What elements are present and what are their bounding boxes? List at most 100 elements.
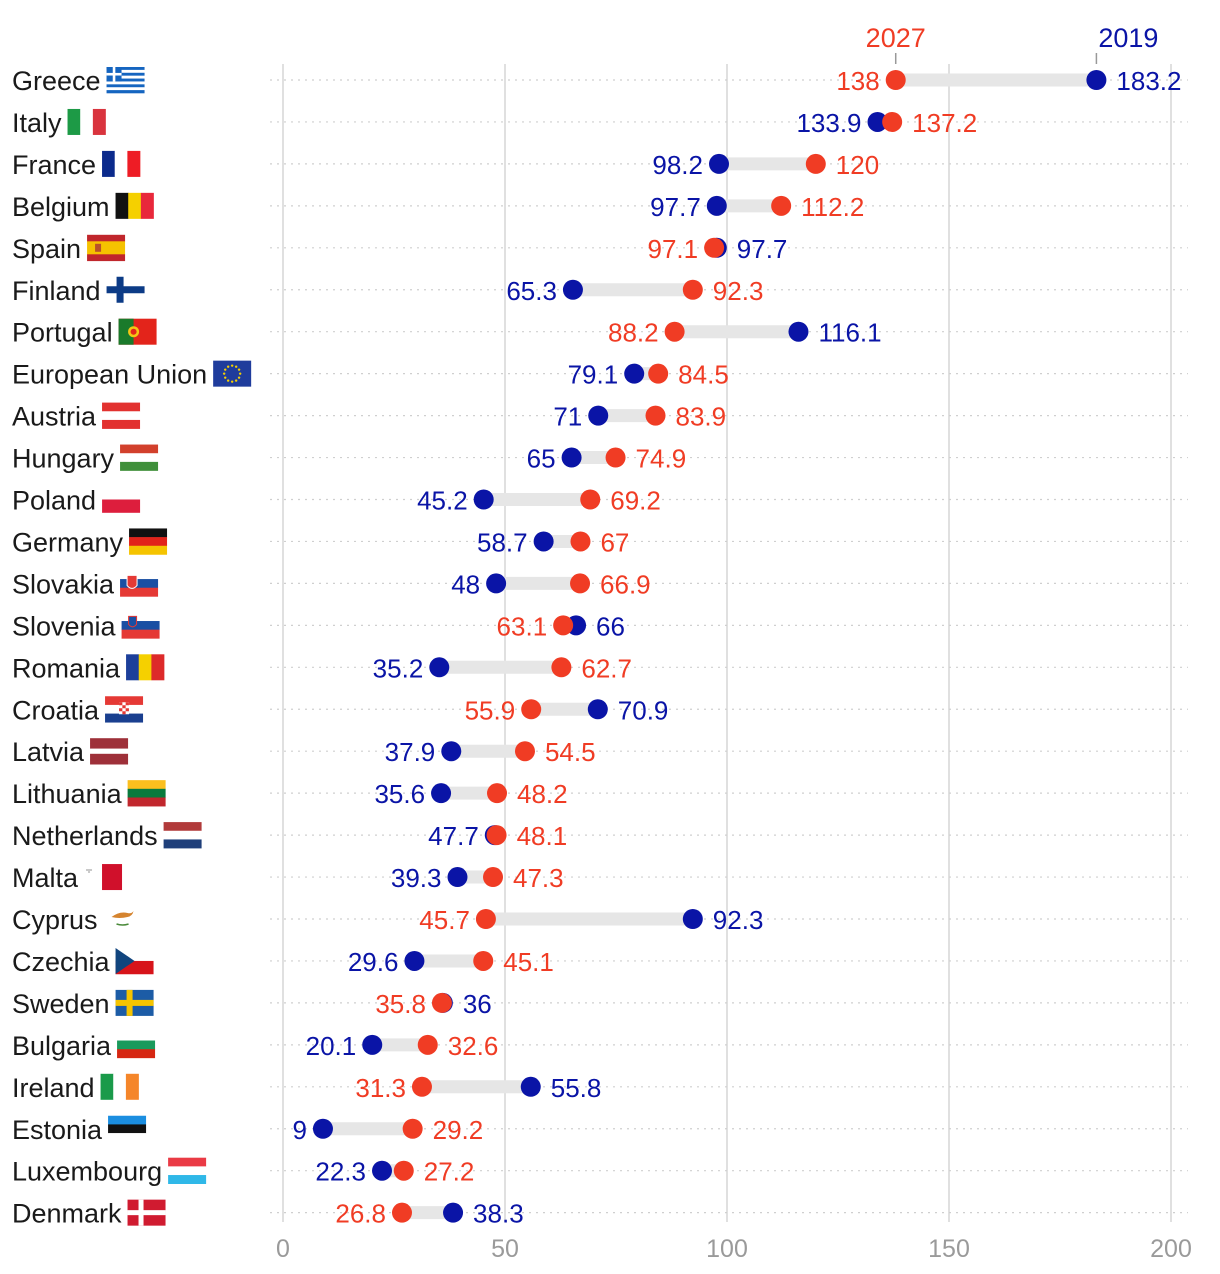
row-european-union: European Union 79.1 84.5 — [12, 360, 729, 390]
flag-part — [115, 999, 154, 1006]
dot-2027 — [648, 363, 669, 384]
country-label: Romania — [12, 653, 121, 683]
row-sweden: Sweden 35.8 36 — [12, 989, 492, 1019]
row-finland: Finland 65.3 92.3 — [12, 276, 763, 306]
lithuania-flag-icon — [127, 780, 166, 807]
row-austria: Austria 71 83.9 — [12, 402, 726, 432]
value-label-2027: 48.2 — [517, 779, 568, 809]
flag-part — [128, 192, 142, 219]
dot-2027 — [486, 825, 507, 846]
dot-2019 — [562, 279, 583, 300]
flag-part — [119, 708, 123, 712]
value-label-2027: 45.1 — [503, 947, 554, 977]
value-label-2019: 97.7 — [650, 192, 701, 222]
czechia-flag-icon — [115, 947, 154, 975]
flag-part — [90, 743, 129, 749]
flag-part — [120, 587, 159, 597]
flag-part — [80, 108, 94, 135]
value-label-2019: 97.7 — [737, 234, 788, 264]
value-label-2027: 32.6 — [448, 1031, 499, 1061]
value-label-2027: 67 — [600, 527, 629, 557]
malta-flag-icon — [84, 864, 123, 891]
dot-2019 — [486, 573, 507, 594]
poland-flag-icon — [102, 486, 141, 513]
x-tick-label: 50 — [491, 1235, 519, 1263]
flag-part — [87, 241, 126, 249]
legend-label-2027: 2027 — [866, 23, 926, 53]
country-label: Finland — [12, 276, 101, 306]
flag-part — [102, 486, 141, 500]
dot-2027 — [483, 867, 504, 888]
dot-2019 — [404, 950, 425, 971]
flag-part — [226, 379, 230, 382]
dot-2027 — [771, 195, 792, 216]
value-label-2019: 58.7 — [477, 527, 528, 557]
country-label: Poland — [12, 486, 96, 516]
flag-part — [125, 1073, 139, 1100]
flag-part — [129, 537, 168, 547]
value-label-2027: 48.1 — [517, 821, 568, 851]
dot-2027 — [391, 1202, 412, 1223]
flag-part — [102, 411, 141, 421]
dot-2027 — [393, 1160, 414, 1181]
france-flag-icon — [102, 150, 141, 177]
value-label-2027: 112.2 — [801, 192, 864, 222]
value-label-2019: 133.9 — [796, 108, 861, 138]
country-label: Malta — [12, 863, 79, 893]
dot-2027 — [402, 1118, 423, 1139]
value-label-2019: 39.3 — [391, 863, 442, 893]
flag-part — [115, 192, 129, 219]
flag-part — [106, 72, 145, 76]
flag-part — [102, 419, 141, 429]
dot-2019 — [682, 909, 703, 929]
flag-part — [130, 328, 137, 335]
flag-part — [234, 365, 238, 368]
flag-part — [106, 67, 145, 71]
flag-part — [126, 654, 140, 681]
flag-part — [122, 705, 126, 709]
flag-part — [222, 372, 226, 375]
value-label-2027: 29.2 — [433, 1115, 484, 1145]
flag-part — [90, 759, 129, 765]
dot-2019 — [312, 1118, 333, 1139]
value-label-2027: 69.2 — [610, 486, 661, 516]
flag-part — [105, 696, 144, 706]
country-label: Croatia — [12, 695, 100, 725]
italy-flag-icon — [67, 108, 106, 135]
value-label-2019: 92.3 — [713, 905, 764, 935]
row-poland: Poland 45.2 69.2 — [12, 486, 661, 516]
flag-part — [237, 376, 241, 379]
value-label-2027: 47.3 — [513, 863, 564, 893]
flag-part — [106, 286, 145, 294]
netherlands-flag-icon — [163, 822, 202, 849]
country-label: Greece — [12, 66, 101, 96]
dot-2027 — [580, 489, 601, 510]
dot-2027 — [664, 321, 685, 342]
flag-part — [230, 364, 234, 367]
flag-part — [120, 461, 159, 471]
country-label: Austria — [12, 402, 97, 432]
dot-2019 — [709, 153, 730, 174]
flag-part — [129, 545, 168, 555]
cyprus-flag-icon — [103, 906, 142, 932]
flag-part — [106, 69, 145, 74]
country-label: Slovakia — [12, 569, 115, 599]
flag-part — [120, 579, 159, 589]
flag-part — [224, 376, 227, 379]
value-label-2019: 22.3 — [315, 1157, 366, 1187]
value-label-2019: 29.6 — [348, 947, 399, 977]
dot-2019 — [362, 1034, 383, 1055]
croatia-flag-icon — [105, 696, 144, 723]
flag-part — [168, 1157, 207, 1167]
dot-2027 — [473, 950, 494, 971]
flag-part — [90, 738, 129, 744]
flag-part — [118, 318, 134, 345]
flag-part — [125, 708, 129, 712]
flag-part — [122, 711, 126, 715]
flag-part — [238, 372, 242, 375]
flag-part — [127, 780, 166, 790]
flag-part — [116, 923, 129, 926]
row-lithuania: Lithuania 35.6 48.2 — [12, 779, 568, 809]
flag-part — [125, 702, 129, 706]
flag-part — [106, 75, 145, 79]
